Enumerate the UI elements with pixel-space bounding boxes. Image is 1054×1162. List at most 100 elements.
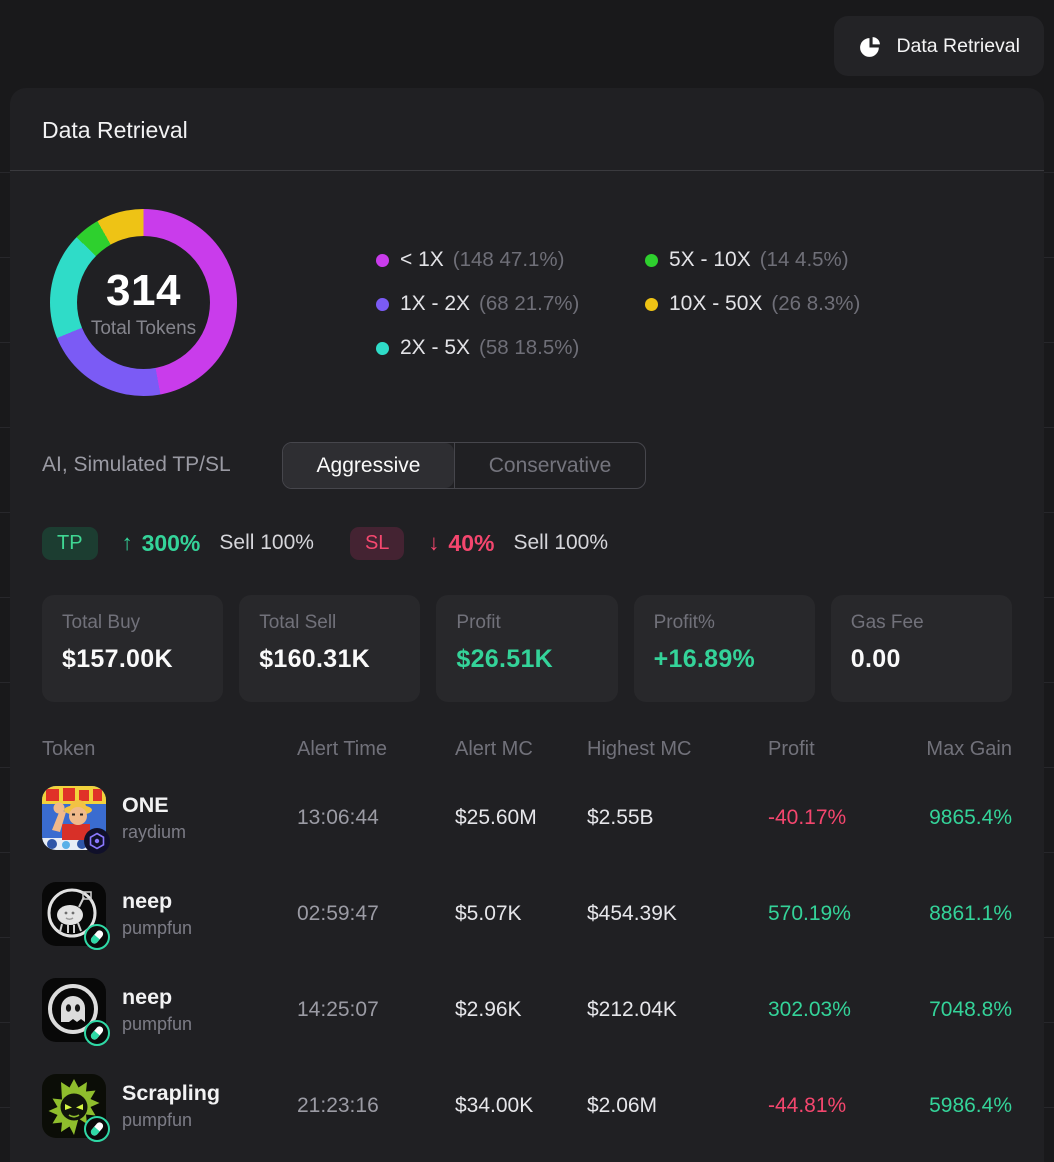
stat-label: Total Sell: [259, 612, 337, 633]
profit-cell: 302.03%: [768, 998, 851, 1021]
pumpfun-badge-icon: [84, 1020, 110, 1046]
alert-mc-cell: $25.60M: [455, 806, 537, 829]
profit-cell: 570.19%: [768, 902, 851, 925]
stat-label: Profit: [456, 612, 501, 633]
stat-value: +16.89%: [653, 645, 756, 673]
column-header-highest-mc: Highest MC: [587, 737, 692, 760]
legend-item: 5X - 10X (14 4.5%): [645, 247, 860, 273]
tokens-table: Token Alert Time Alert MC Highest MC Profit M…: [42, 728, 1012, 1154]
token-platform: raydium: [122, 822, 187, 842]
legend-item: 1X - 2X (68 21.7%): [376, 291, 579, 317]
tokens-table-header: Token Alert Time Alert MC Highest MC Profit M…: [42, 728, 1012, 770]
legend-item: < 1X (148 47.1%): [376, 247, 579, 273]
legend-label: 10X - 50X: [669, 292, 763, 315]
background-page-left-edge: [0, 88, 10, 1162]
legend-dot-icon: [645, 297, 658, 311]
token-cell: Scrapling pumpfun: [42, 1074, 297, 1142]
stat-value: $157.00K: [62, 645, 173, 673]
highest-mc-cell: $454.39K: [587, 902, 677, 925]
panel-title: Data Retrieval: [42, 117, 188, 143]
data-retrieval-button[interactable]: Data Retrieval: [834, 16, 1044, 76]
chart-legend-column-2: 5X - 10X (14 4.5%) 10X - 50X (26 8.3%): [645, 247, 860, 317]
tp-sell-amount: Sell 100%: [219, 531, 314, 554]
pumpfun-badge-icon: [84, 924, 110, 950]
sl-sell-amount: Sell 100%: [513, 531, 609, 554]
legend-detail: (68 21.7%): [479, 292, 580, 315]
legend-item: 10X - 50X (26 8.3%): [645, 291, 860, 317]
stat-value: $26.51K: [456, 645, 554, 673]
token-cell: neep pumpfun: [42, 978, 297, 1046]
data-retrieval-button-label: Data Retrieval: [896, 34, 1020, 57]
stat-label: Total Buy: [62, 612, 141, 633]
max-gain-cell: 7048.8%: [929, 998, 1012, 1021]
legend-item: 2X - 5X (58 18.5%): [376, 335, 579, 361]
alert-time-cell: 02:59:47: [297, 902, 379, 925]
tokens-table-body: ONE raydium 13:06:44 $25.60M $2.55B -40.…: [42, 770, 1012, 1154]
arrow-down-icon: ↓: [428, 530, 440, 555]
legend-dot-icon: [376, 297, 389, 311]
column-header-token: Token: [42, 737, 96, 760]
token-name: ONE: [122, 793, 169, 817]
legend-label: < 1X: [400, 248, 444, 271]
background-page-right-edge: [1044, 88, 1054, 1162]
highest-mc-cell: $212.04K: [587, 998, 677, 1021]
panel-divider: [10, 170, 1044, 171]
stat-card-gas-fee: Gas Fee 0.00: [830, 595, 1012, 702]
token-cell: ONE raydium: [42, 786, 297, 854]
token-cell: neep pumpfun: [42, 882, 297, 950]
pie-chart-icon: [858, 34, 883, 59]
tp-badge: TP: [42, 526, 98, 560]
sl-percent: 40%: [448, 529, 495, 556]
table-row[interactable]: neep pumpfun 14:25:07 $2.96K $212.04K 30…: [42, 962, 1012, 1058]
column-header-alert-time: Alert Time: [297, 737, 388, 760]
stat-card-total-sell: Total Sell $160.31K: [239, 595, 421, 702]
sl-badge: SL: [349, 526, 405, 560]
stat-label: Gas Fee: [850, 612, 924, 633]
table-row[interactable]: neep pumpfun 02:59:47 $5.07K $454.39K 57…: [42, 866, 1012, 962]
stat-card-total-buy: Total Buy $157.00K: [42, 595, 224, 702]
alert-time-cell: 14:25:07: [297, 998, 379, 1021]
alert-mc-cell: $34.00K: [455, 1094, 534, 1117]
profit-cell: -44.81%: [768, 1094, 847, 1117]
table-row[interactable]: ONE raydium 13:06:44 $25.60M $2.55B -40.…: [42, 770, 1012, 866]
alert-time-cell: 13:06:44: [297, 806, 379, 829]
column-header-profit: Profit: [768, 737, 815, 760]
scrapling-token-icon: [42, 1074, 106, 1138]
legend-detail: (148 47.1%): [452, 248, 565, 271]
token-name: Scrapling: [122, 1081, 220, 1105]
alert-time-cell: 21:23:16: [297, 1094, 379, 1117]
chart-legend-column-1: < 1X (148 47.1%) 1X - 2X (68 21.7%) 2X -…: [376, 247, 579, 361]
toggle-option-conservative[interactable]: Conservative: [454, 443, 645, 488]
legend-label: 5X - 10X: [669, 248, 751, 271]
stat-card-profit-: Profit% +16.89%: [633, 595, 815, 702]
donut-center: 314 Total Tokens: [77, 236, 210, 369]
toggle-option-aggressive[interactable]: Aggressive: [283, 443, 454, 488]
highest-mc-cell: $2.55B: [587, 806, 654, 829]
max-gain-cell: 8861.1%: [929, 902, 1012, 925]
legend-label: 1X - 2X: [400, 292, 471, 315]
token-name: neep: [122, 985, 173, 1009]
alert-mc-cell: $2.96K: [455, 998, 522, 1021]
tp-sl-settings-row: TP ↑ 300% Sell 100% SL ↓ 40% Sell 100%: [42, 525, 608, 561]
token-platform: pumpfun: [122, 1110, 193, 1130]
stat-value: $160.31K: [259, 645, 371, 673]
column-header-max-gain: Max Gain: [926, 737, 1012, 760]
total-tokens-label: Total Tokens: [90, 317, 197, 339]
stat-label: Profit%: [653, 612, 715, 633]
legend-detail: (58 18.5%): [479, 336, 580, 359]
stat-card-profit: Profit $26.51K: [436, 595, 618, 702]
summary-stats-row: Total Buy $157.00K Total Sell $160.31K P…: [42, 595, 1012, 702]
legend-label: 2X - 5X: [400, 336, 471, 359]
token-platform: pumpfun: [122, 918, 193, 938]
total-tokens-value: 314: [106, 265, 181, 315]
table-row[interactable]: Scrapling pumpfun 21:23:16 $34.00K $2.06…: [42, 1058, 1012, 1154]
raydium-badge-icon: [84, 828, 110, 854]
simulation-label: AI, Simulated TP/SL: [42, 453, 231, 476]
legend-detail: (14 4.5%): [759, 248, 849, 271]
profit-cell: -40.17%: [768, 806, 847, 829]
strategy-toggle: Aggressive Conservative: [282, 442, 646, 489]
highest-mc-cell: $2.06M: [587, 1094, 658, 1117]
token-platform: pumpfun: [122, 1014, 193, 1034]
legend-dot-icon: [376, 341, 389, 355]
stat-value: 0.00: [850, 645, 901, 673]
